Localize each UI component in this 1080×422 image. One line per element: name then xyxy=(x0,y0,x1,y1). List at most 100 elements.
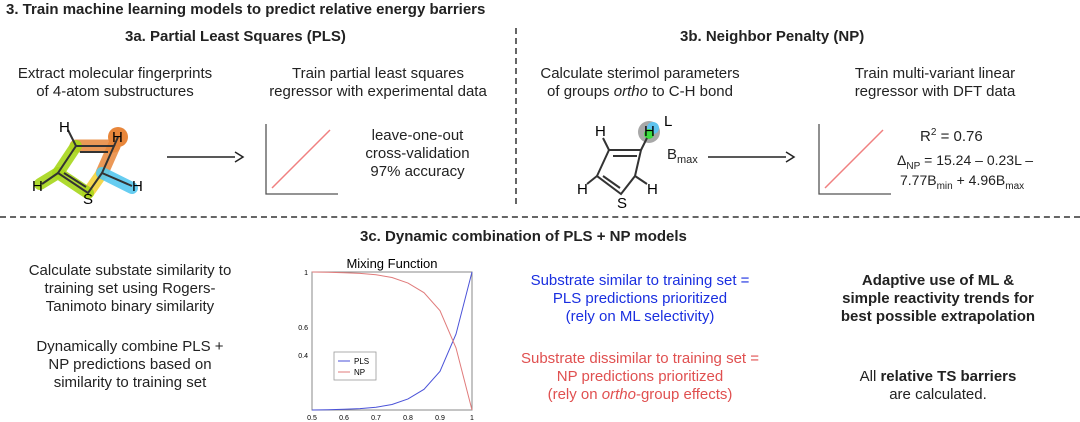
eq2-sub2: max xyxy=(1005,180,1025,192)
np-atom-h1: H xyxy=(595,123,606,140)
np-step1-pre: of groups xyxy=(547,83,614,100)
series-line-pls xyxy=(311,271,473,411)
y-tick-label: 0.6 xyxy=(298,325,308,332)
np-ring-bonds xyxy=(595,149,643,196)
np-atom-h3: H xyxy=(577,181,588,198)
pls-step1-line2: of 4-atom substructures xyxy=(36,83,194,100)
combo-left1: Calculate substate similarity to trainin… xyxy=(10,262,250,316)
r2-value: = 0.76 xyxy=(936,128,983,145)
pls-step1: Extract molecular fingerprints of 4-atom… xyxy=(0,65,230,101)
eq2-sub1: min xyxy=(936,180,953,192)
np-atom-s: S xyxy=(617,195,627,212)
combo-right1: Adaptive use of ML & simple reactivity t… xyxy=(808,272,1068,326)
combo-right2: All relative TS barriers are calculated. xyxy=(808,368,1068,404)
np-regression-plot xyxy=(818,124,891,195)
right2-line1: All relative TS barriers xyxy=(808,368,1068,386)
h-bonds xyxy=(41,129,133,187)
np-atom-h4: H xyxy=(647,181,658,198)
label-L: L xyxy=(664,113,672,130)
label-bmax: Bmax xyxy=(667,146,698,169)
np-atom-h2: H xyxy=(644,123,655,140)
atom-h1: H xyxy=(59,119,70,136)
x-tick-label: 1 xyxy=(470,415,474,422)
atom-h4: H xyxy=(132,178,143,195)
red-line2: NP predictions prioritized xyxy=(556,368,724,385)
red3-post: -group effects) xyxy=(635,386,733,403)
atom-s: S xyxy=(83,191,93,208)
combo-left2: Dynamically combine PLS + NP predictions… xyxy=(10,338,250,392)
similar-substrate-note: Substrate similar to training set = PLS … xyxy=(515,272,765,326)
np-step1-line1: Calculate sterimol parameters xyxy=(540,65,740,82)
blue-line1: Substrate similar to training set = xyxy=(530,272,750,289)
ring-bonds xyxy=(56,145,116,195)
right1-line2: simple reactivity trends for xyxy=(842,290,1034,307)
metric-line2: cross-validation xyxy=(365,145,470,162)
horizontal-divider xyxy=(0,216,1080,218)
red3-ortho: ortho xyxy=(601,386,636,403)
thiophene-fingerprint-diagram: H H H H S xyxy=(32,119,143,208)
pls-regression-plot xyxy=(265,124,338,195)
left1-line1: Calculate substate similarity to xyxy=(28,262,232,279)
blue-line2: PLS predictions prioritized xyxy=(552,290,728,307)
np-step1-ortho: ortho xyxy=(613,83,648,100)
double-bonds xyxy=(63,151,108,188)
left1-line3: Tanimoto binary similarity xyxy=(45,298,215,315)
right1-line1: Adaptive use of ML & xyxy=(861,272,1015,289)
np-arrow xyxy=(708,151,796,163)
x-tick-label: 0.7 xyxy=(371,415,381,422)
right1-line3: best possible extrapolation xyxy=(840,308,1036,325)
pls-step2-line1: Train partial least squares xyxy=(291,65,465,82)
np-equation-line1: ΔNP = 15.24 – 0.23L – xyxy=(897,152,1033,172)
r2-r: R xyxy=(920,128,931,145)
eq-delta: Δ xyxy=(897,152,907,168)
pls-step2: Train partial least squares regressor wi… xyxy=(258,65,498,101)
vertical-divider xyxy=(515,28,517,204)
sterimol-green xyxy=(644,129,654,139)
blue-line3: (rely on ML selectivity) xyxy=(565,308,715,325)
eq-delta-sub: NP xyxy=(906,160,921,172)
x-tick-label: 0.8 xyxy=(403,415,413,422)
r2-sup: 2 xyxy=(930,127,937,138)
pls-heading: 3a. Partial Least Squares (PLS) xyxy=(125,28,346,45)
pls-step1-line1: Extract molecular fingerprints xyxy=(17,65,213,82)
right2-line2: are calculated. xyxy=(889,386,987,403)
left1-line2: training set using Rogers- xyxy=(44,280,216,297)
figure-title: 3. Train machine learning models to pred… xyxy=(6,1,486,18)
np-step2-line1: Train multi-variant linear xyxy=(854,65,1016,82)
dissimilar-substrate-note: Substrate dissimilar to training set = N… xyxy=(515,350,765,404)
x-tick-label: 0.9 xyxy=(435,415,445,422)
eq-rest: = 15.24 – 0.23L – xyxy=(920,152,1034,168)
regression-line xyxy=(271,129,331,189)
thiophene-sterimol-diagram: H H H H S L xyxy=(577,113,672,212)
np-step2: Train multi-variant linear regressor wit… xyxy=(820,65,1050,101)
atom-h2: H xyxy=(112,129,123,146)
pls-arrow xyxy=(167,151,245,163)
pls-metric: leave-one-out cross-validation 97% accur… xyxy=(350,127,485,181)
y-tick-label: 1 xyxy=(304,270,308,277)
r-squared: R2 = 0.76 xyxy=(920,124,983,146)
label-b-sub: max xyxy=(677,154,698,166)
right2-bold: relative TS barriers xyxy=(880,368,1017,385)
x-tick-label: 0.6 xyxy=(339,415,349,422)
np-regression-line xyxy=(824,129,884,189)
np-step1: Calculate sterimol parameters of groups … xyxy=(520,65,760,101)
label-b: B xyxy=(667,146,678,163)
np-step1-line2: of groups ortho to C-H bond xyxy=(520,83,760,101)
eq2-b: + 4.96B xyxy=(952,172,1006,188)
combo-heading: 3c. Dynamic combination of PLS + NP mode… xyxy=(360,228,687,245)
np-double-bonds xyxy=(602,155,637,189)
right2-pre: All xyxy=(859,368,881,385)
chart-legend xyxy=(333,351,377,381)
x-tick-label: 0.5 xyxy=(307,415,317,422)
y-tick-label: 0.4 xyxy=(298,353,308,360)
mixing-function-chart: Mixing Function 0.4 0.6 1 0.5 0.6 0.7 0.8 0.9 1… xyxy=(298,256,474,422)
np-heading: 3b. Neighbor Penalty (NP) xyxy=(680,28,865,45)
left2-line2: NP predictions based on xyxy=(48,356,212,373)
eq2-a: 7.77B xyxy=(900,172,937,188)
left2-line3: similarity to training set xyxy=(53,374,207,391)
left2-line1: Dynamically combine PLS + xyxy=(36,338,224,355)
red3-pre: (rely on xyxy=(547,386,602,403)
atom-h3: H xyxy=(32,178,43,195)
legend-np: NP xyxy=(354,368,365,377)
red-line3: (rely on ortho-group effects) xyxy=(515,386,765,404)
